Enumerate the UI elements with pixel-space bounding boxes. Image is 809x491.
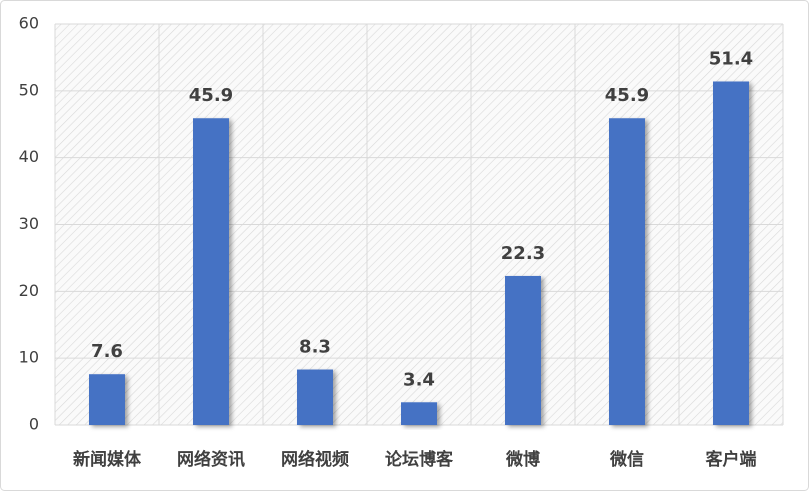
x-tick-label: 论坛博客 xyxy=(385,449,454,470)
x-tick-label: 微信 xyxy=(609,449,644,470)
data-label: 8.3 xyxy=(299,337,331,358)
x-tick-label: 网络资讯 xyxy=(177,449,245,470)
y-tick-label: 30 xyxy=(19,214,39,233)
x-tick-label: 客户端 xyxy=(705,449,757,470)
data-label: 45.9 xyxy=(605,85,649,106)
data-label: 45.9 xyxy=(189,85,233,106)
y-tick-label: 60 xyxy=(19,14,39,33)
y-tick-label: 20 xyxy=(19,281,39,300)
y-tick-label: 50 xyxy=(19,80,39,99)
bar xyxy=(505,275,541,425)
data-label: 3.4 xyxy=(403,369,435,390)
x-tick-label: 网络视频 xyxy=(281,449,349,470)
data-label: 22.3 xyxy=(501,243,545,264)
bar xyxy=(89,374,125,425)
x-tick-label: 微博 xyxy=(505,449,540,470)
bar xyxy=(609,118,645,426)
data-label: 7.6 xyxy=(91,341,123,362)
y-tick-label: 10 xyxy=(19,348,39,367)
bar xyxy=(713,81,749,425)
data-label: 51.4 xyxy=(709,48,753,69)
x-tick-label: 新闻媒体 xyxy=(73,449,142,470)
y-tick-label: 0 xyxy=(29,415,39,434)
bar xyxy=(401,402,437,425)
bar xyxy=(297,369,333,425)
y-tick-label: 40 xyxy=(19,147,39,166)
bar xyxy=(193,118,229,426)
